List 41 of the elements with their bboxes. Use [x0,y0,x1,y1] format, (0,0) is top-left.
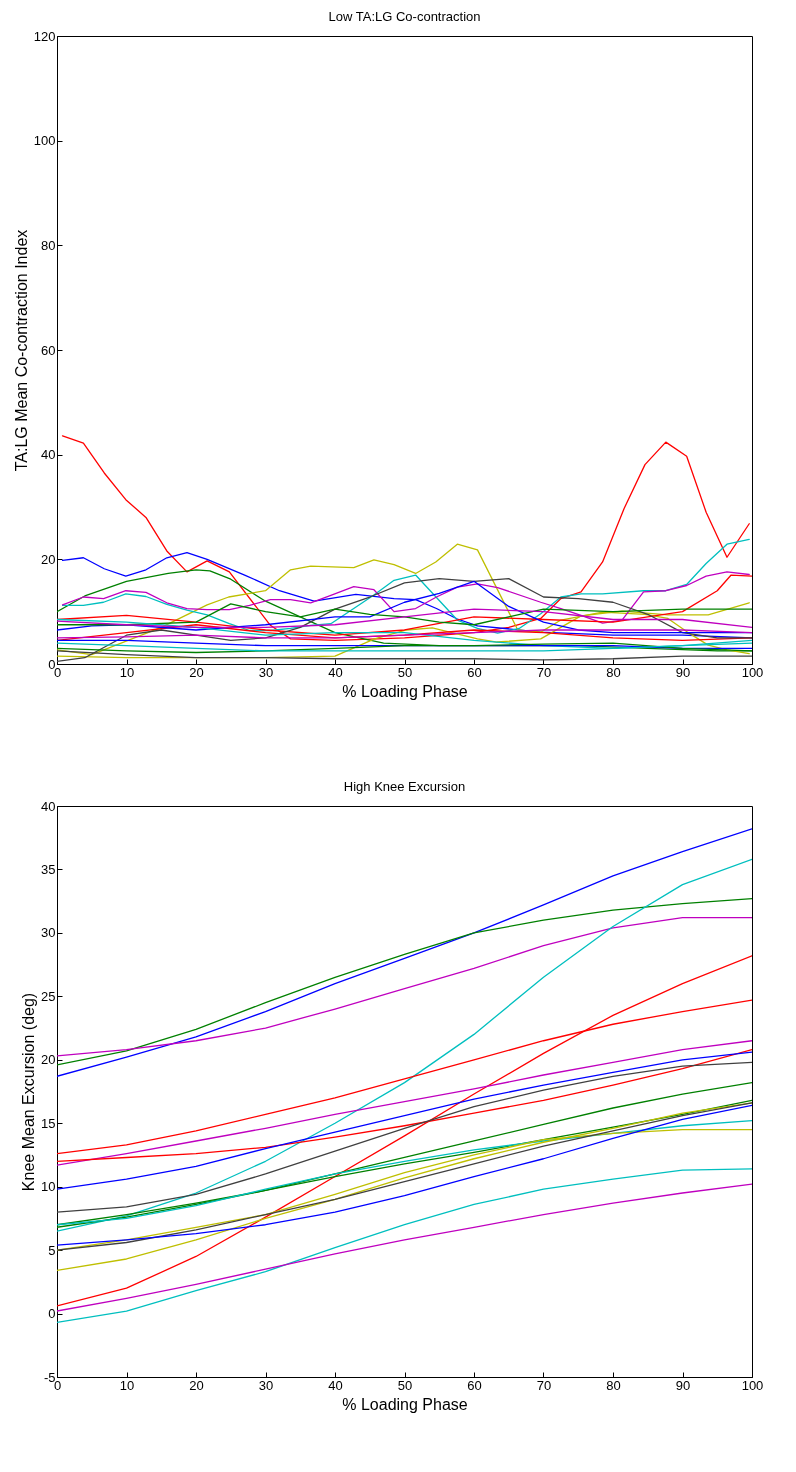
y-tick-label: 40 [41,447,56,463]
y-tick-label: 30 [41,925,56,941]
x-tick-label: 60 [467,664,482,680]
x-tick-label: 20 [189,664,204,680]
x-tick-label: 30 [258,664,274,680]
x-tick-label: 70 [536,664,552,680]
x-tick-label: 90 [675,1377,691,1393]
y-tick-label: 40 [41,798,56,814]
y-tick-label: 25 [41,988,56,1004]
chart-title: High Knee Excursion [343,779,466,794]
y-tick-label: 5 [48,1242,56,1258]
x-tick-label: 40 [328,664,343,680]
chart-title: Low TA:LG Co-contraction [328,9,481,24]
x-axis-title: % Loading Phase [342,682,468,700]
y-tick-label: 60 [41,342,56,358]
x-tick-label: 10 [119,1377,135,1393]
x-axis-title: % Loading Phase [342,1395,468,1413]
x-tick-label: 20 [189,1377,204,1393]
y-tick-label: 20 [41,551,56,567]
y-tick-label: 120 [33,28,56,44]
x-tick-label: 90 [675,664,691,680]
x-tick-label: 50 [397,1377,413,1393]
x-tick-label: 10 [119,664,135,680]
x-tick-label: 40 [328,1377,343,1393]
y-tick-label: 15 [41,1115,56,1131]
x-tick-label: 100 [741,664,764,680]
y-tick-label: 35 [41,861,56,877]
y-tick-label: 20 [41,1052,56,1068]
x-tick-label: 70 [536,1377,552,1393]
x-tick-label: 50 [397,664,413,680]
y-tick-label: 10 [41,1179,56,1195]
x-tick-label: 30 [258,1377,274,1393]
x-tick-label: 80 [606,664,621,680]
x-tick-label: 60 [467,1377,482,1393]
y-tick-label: 80 [41,237,56,253]
x-tick-label: 80 [606,1377,621,1393]
y-axis-title: Knee Mean Excursion (deg) [20,992,38,1192]
y-tick-label: 0 [48,1306,56,1322]
x-tick-label: 100 [741,1377,764,1393]
y-tick-label: 100 [33,133,56,149]
y-axis-title: TA:LG Mean Co-contraction Index [12,229,30,472]
